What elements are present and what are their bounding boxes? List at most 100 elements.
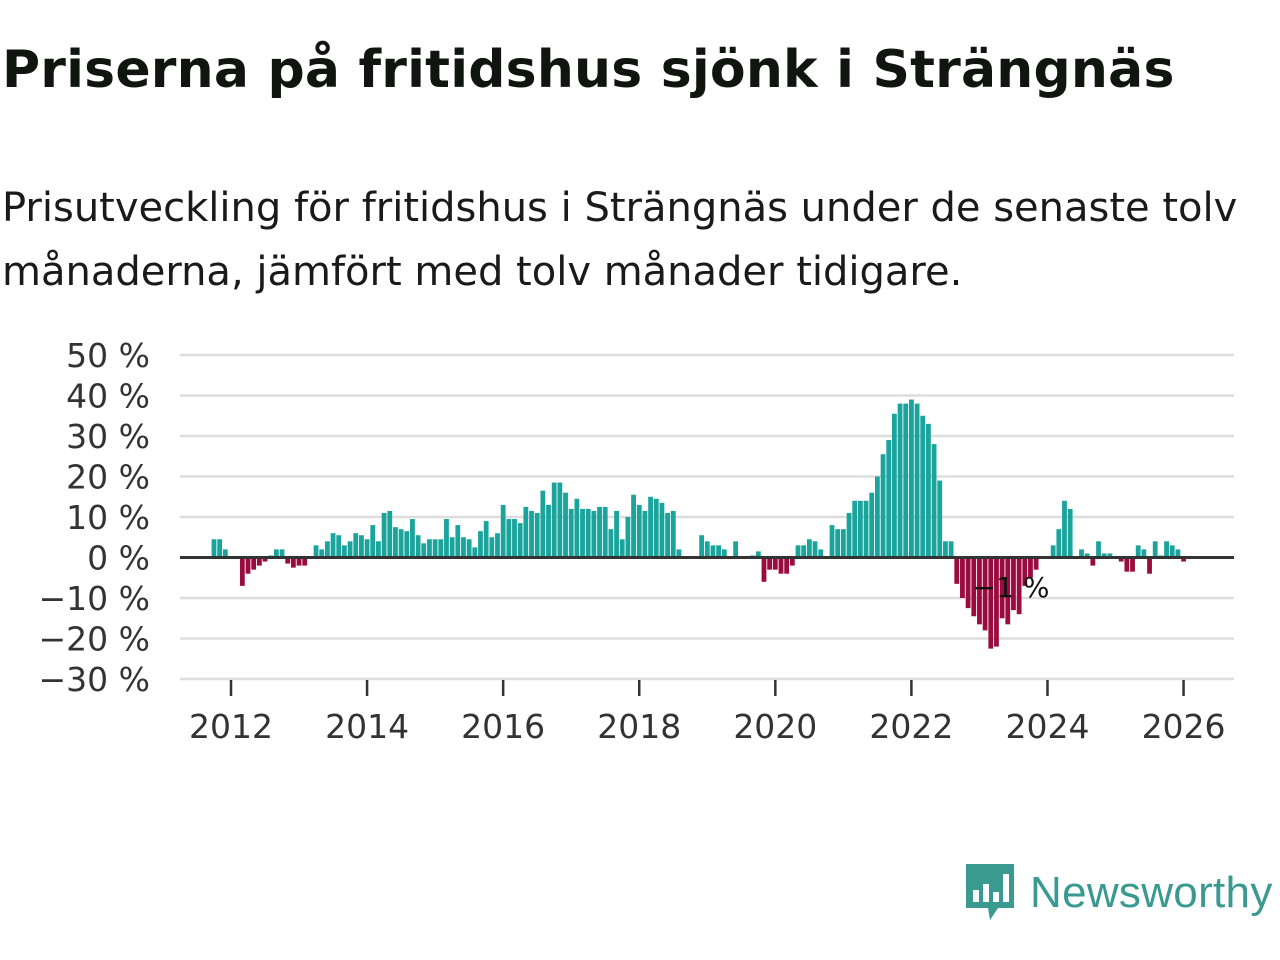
y-tick-label: 30 %: [66, 417, 150, 456]
bar: [290, 557, 296, 568]
bar: [982, 557, 988, 631]
bar: [1062, 500, 1067, 558]
bar: [1107, 553, 1113, 558]
bar: [251, 557, 257, 570]
bar: [988, 557, 994, 649]
bar: [540, 490, 546, 558]
bar: [699, 535, 705, 558]
bar: [506, 519, 512, 558]
bar: [710, 545, 716, 558]
x-tick-label: 2026: [1142, 707, 1226, 746]
bar: [801, 545, 807, 558]
bar: [546, 504, 551, 558]
bar: [602, 506, 608, 558]
bar: [523, 506, 529, 558]
bar: [211, 539, 217, 558]
x-tick-label: 2016: [461, 707, 545, 746]
bar: [1181, 557, 1186, 562]
bar: [761, 557, 767, 582]
bar: [347, 541, 353, 558]
bar: [376, 541, 381, 558]
bar: [336, 535, 342, 558]
bar: [1033, 557, 1039, 570]
bar: [1067, 508, 1073, 558]
bar: [557, 482, 563, 558]
bar: [789, 557, 795, 566]
y-tick-label: 10 %: [66, 498, 150, 537]
y-tick-label: 50 %: [66, 336, 150, 375]
bar: [512, 519, 517, 558]
bar: [302, 557, 308, 566]
bar: [517, 523, 523, 558]
bar: [1096, 541, 1101, 558]
bar: [891, 413, 897, 558]
bar: [393, 527, 398, 558]
bar: [778, 557, 784, 574]
bar: [829, 525, 835, 558]
bar: [857, 500, 863, 558]
bar: [1079, 549, 1084, 558]
bar: [273, 549, 279, 558]
bar: [574, 498, 580, 558]
bar: [1118, 557, 1124, 562]
bar: [1175, 549, 1181, 558]
bar: [920, 415, 926, 558]
bar-chart: 50 %40 %30 %20 %10 %0 %−10 %−20 %−30 % 20…: [39, 336, 1234, 746]
bar: [965, 557, 971, 609]
x-tick-label: 2018: [597, 707, 681, 746]
bar: [863, 500, 869, 558]
bar: [466, 539, 472, 558]
bar: [568, 508, 574, 558]
bar: [495, 533, 500, 558]
bar: [999, 557, 1005, 619]
bar: [359, 535, 364, 558]
bar: [648, 496, 653, 558]
bar: [461, 537, 466, 558]
brand-logo: Newsworthy: [964, 862, 1273, 924]
bar: [954, 557, 960, 584]
bar: [387, 510, 393, 558]
bar: [262, 557, 268, 562]
x-tick-label: 2012: [189, 707, 273, 746]
bar: [659, 502, 665, 558]
bar: [217, 539, 223, 558]
bar: [926, 423, 931, 558]
bar: [563, 492, 568, 558]
bar: [642, 510, 648, 558]
bar: [994, 557, 999, 647]
annotation-label: −1 %: [973, 571, 1050, 604]
bar: [1084, 553, 1090, 558]
bar: [1056, 529, 1062, 558]
bar: [943, 541, 948, 558]
bar: [852, 500, 858, 558]
bar: [427, 539, 432, 558]
bar: [608, 529, 614, 558]
bar: [483, 521, 489, 558]
bar: [472, 547, 478, 558]
bar: [256, 557, 262, 566]
bar: [767, 557, 773, 570]
bar: [381, 512, 387, 558]
bar: [1124, 557, 1130, 572]
bar: [733, 541, 739, 558]
bar: [313, 545, 319, 558]
bar: [285, 557, 291, 564]
bar: [614, 510, 619, 558]
axes: 50 %40 %30 %20 %10 %0 %−10 %−20 %−30 % 20…: [39, 336, 1234, 746]
bar: [245, 557, 251, 574]
bar: [1169, 545, 1175, 558]
bar: [971, 557, 977, 617]
bar: [1130, 557, 1135, 572]
bar: [1090, 557, 1096, 566]
bar: [1028, 557, 1033, 578]
bar: [931, 444, 937, 558]
bar: [342, 545, 347, 558]
bar: [353, 533, 359, 558]
bar: [222, 549, 228, 558]
x-tick-label: 2024: [1005, 707, 1089, 746]
bar: [880, 454, 886, 558]
bar: [1141, 549, 1147, 558]
bar: [319, 549, 325, 558]
bar: [444, 519, 449, 558]
bar: [846, 512, 852, 558]
